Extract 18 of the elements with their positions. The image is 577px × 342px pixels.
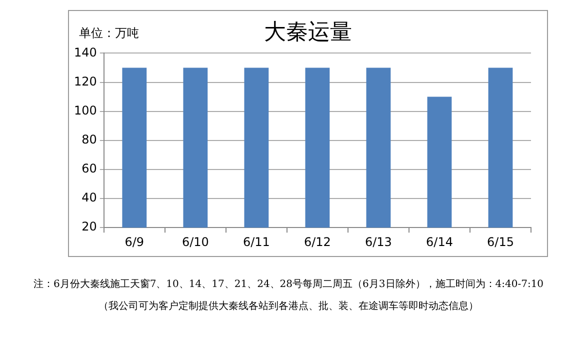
- text: 注：6月份大秦线施工天窗7、10、14、17、21、24、28号每周二周五（6月3日除外），施工时间为：4:40-7:10: [32, 278, 545, 292]
- y-tick-label: 80: [82, 132, 97, 147]
- y-tick-label: 100: [74, 103, 97, 118]
- y-tick-label: 120: [74, 74, 97, 88]
- y-tick-label: 20: [82, 220, 97, 234]
- y-tick-label: 60: [82, 162, 97, 176]
- chart-title: 大秦运量: [264, 20, 352, 45]
- x-tick-label: 6/15: [487, 234, 514, 249]
- text: （我公司可为客户定制提供大秦线各站到各港点、批、装、在途调车等即时动态信息）: [98, 300, 480, 314]
- x-tick-label: 6/12: [304, 234, 331, 249]
- x-tick-label: 6/9: [124, 234, 144, 249]
- x-tick-label: 6/11: [242, 234, 270, 249]
- y-tick-label: 40: [82, 190, 97, 205]
- x-tick-label: 6/10: [182, 234, 209, 249]
- x-tick-label: 6/13: [364, 234, 392, 249]
- y-axis-title: 单位：万吨: [79, 25, 139, 42]
- y-tick-label: 140: [74, 45, 97, 60]
- x-tick-label: 6/14: [426, 234, 453, 249]
